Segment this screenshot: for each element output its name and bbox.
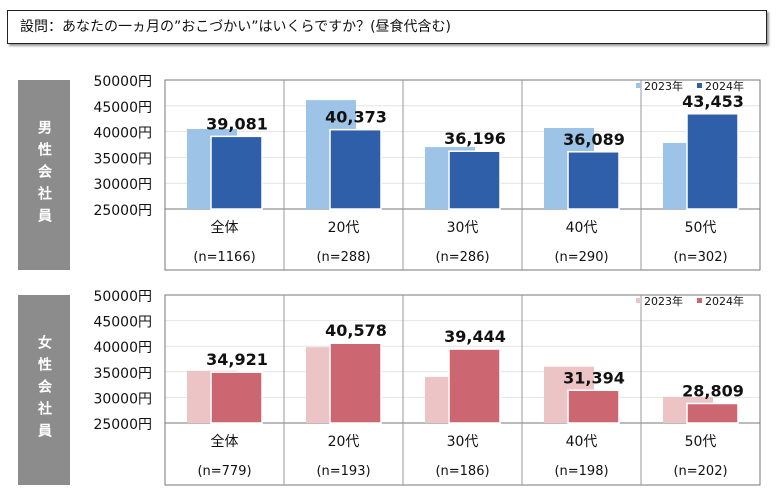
bar-2024 xyxy=(448,348,501,424)
bar-2024 xyxy=(210,371,263,424)
sample-size-label: (n=198) xyxy=(554,464,608,479)
data-label: 36,196 xyxy=(444,129,506,148)
bar-2024 xyxy=(329,128,382,210)
category-label: 全体 xyxy=(211,219,239,236)
y-tick-label: 45000円 xyxy=(93,315,152,331)
panel-label-female: 女性会社員 xyxy=(18,295,70,485)
y-tick-label: 35000円 xyxy=(93,366,152,382)
y-tick-label: 30000円 xyxy=(93,391,152,407)
y-tick-label: 50000円 xyxy=(93,289,152,305)
sample-size-label: (n=186) xyxy=(435,464,489,479)
data-label: 40,373 xyxy=(325,108,387,127)
legend-label-2024: 2024年 xyxy=(705,79,744,93)
sample-size-label: (n=290) xyxy=(554,250,608,265)
y-tick-label: 30000円 xyxy=(93,177,152,193)
sample-size-label: (n=288) xyxy=(316,250,370,265)
y-tick-label: 35000円 xyxy=(93,151,152,167)
bar-2024 xyxy=(567,151,620,210)
data-label: 31,394 xyxy=(563,368,625,387)
category-label: 20代 xyxy=(328,220,360,236)
y-tick-label: 40000円 xyxy=(93,126,152,142)
category-label: 50代 xyxy=(685,434,717,450)
sample-size-label: (n=302) xyxy=(673,250,727,265)
data-label: 36,089 xyxy=(563,130,625,149)
y-tick-label: 40000円 xyxy=(93,340,152,356)
bar-2024 xyxy=(210,135,263,210)
panel-label-male: 男性会社員 xyxy=(18,80,70,270)
panel-label-male-text: 男性会社員 xyxy=(36,120,52,230)
data-label: 28,809 xyxy=(682,381,744,400)
legend-swatch-2023 xyxy=(636,83,641,88)
category-label: 30代 xyxy=(447,220,479,236)
legend-swatch-2024 xyxy=(697,298,702,303)
data-label: 39,081 xyxy=(206,114,268,133)
data-label: 34,921 xyxy=(206,350,268,369)
legend-label-2023: 2023年 xyxy=(644,294,683,308)
data-label: 39,444 xyxy=(444,327,506,346)
category-label: 30代 xyxy=(447,434,479,450)
sample-size-label: (n=779) xyxy=(197,464,251,479)
y-tick-label: 25000円 xyxy=(93,417,152,433)
category-label: 40代 xyxy=(566,220,598,236)
bar-2024 xyxy=(567,389,620,424)
plot-frame xyxy=(164,294,761,486)
legend-swatch-2024 xyxy=(697,83,702,88)
bar-2024 xyxy=(329,342,382,424)
legend-swatch-2023 xyxy=(636,298,641,303)
legend-label-2024: 2024年 xyxy=(705,294,744,308)
question-text: 設問：あなたの一ヵ月の”おこづかい”はいくらですか？(昼食代含む) xyxy=(20,19,452,35)
sample-size-label: (n=202) xyxy=(673,464,727,479)
bar-2024 xyxy=(686,113,739,210)
y-tick-label: 45000円 xyxy=(93,100,152,116)
bar-2024 xyxy=(448,150,501,210)
question-box: 設問：あなたの一ヵ月の”おこづかい”はいくらですか？(昼食代含む) xyxy=(7,10,767,44)
data-label: 40,578 xyxy=(325,321,387,340)
category-label: 50代 xyxy=(685,220,717,236)
sample-size-label: (n=193) xyxy=(316,464,370,479)
bar-2024 xyxy=(686,402,739,424)
category-label: 20代 xyxy=(328,434,360,450)
legend-label-2023: 2023年 xyxy=(644,79,683,93)
sample-size-label: (n=1166) xyxy=(193,250,255,265)
sample-size-label: (n=286) xyxy=(435,250,489,265)
data-label: 43,453 xyxy=(682,92,744,111)
plot-frame xyxy=(164,79,761,271)
category-label: 全体 xyxy=(211,433,239,450)
y-tick-label: 50000円 xyxy=(93,74,152,90)
y-tick-label: 25000円 xyxy=(93,203,152,219)
category-label: 40代 xyxy=(566,434,598,450)
panel-label-female-text: 女性会社員 xyxy=(36,335,52,445)
